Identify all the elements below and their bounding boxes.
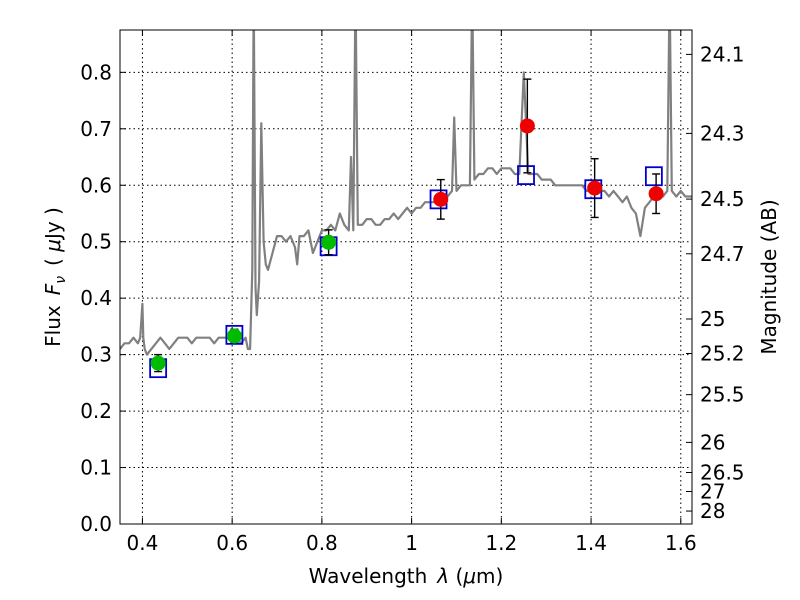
y2-tick-label: 27: [700, 480, 725, 504]
nir-point: [648, 186, 664, 202]
model-box-marker: [517, 165, 535, 185]
y2-tick-label: 24.5: [700, 187, 745, 211]
model-box-marker: [225, 324, 244, 345]
y2-tick-label: 26.5: [700, 461, 745, 485]
nir-point: [519, 118, 535, 134]
y2-tick-label: 25.5: [700, 383, 745, 407]
y-tick-label: 0.5: [80, 230, 112, 254]
model-box-marker: [644, 166, 663, 187]
y-tick-label: 0.1: [80, 456, 112, 480]
x-axis-label: Wavelength λ (μm): [309, 564, 504, 588]
x-tick-label: 1.2: [485, 531, 517, 555]
optical-point: [321, 234, 337, 250]
x-tick-label: 1.6: [665, 531, 697, 555]
y-tick-label: 0.8: [80, 60, 112, 84]
y-tick-label: 0.6: [80, 173, 112, 197]
y2-tick-label: 25.2: [700, 341, 745, 365]
y2-axis-label: Magnitude (AB): [757, 199, 781, 354]
y-axis-label: FluxFν( μJy ): [41, 207, 69, 347]
plot-area: [120, 30, 692, 524]
y2-tick-label: 26: [700, 430, 725, 454]
y-tick-label: 0.2: [80, 399, 112, 423]
y2-tick-label: 24.7: [700, 242, 745, 266]
y2-tick-label: 25: [700, 307, 725, 331]
x-tick-label: 1.4: [575, 531, 607, 555]
x-tick-label: 0.6: [216, 531, 248, 555]
plot-frame: [119, 29, 693, 525]
ticks: 0.4 0.6 0.8 1 1.2 1.4 1.6 0.0 0.1 0.2 0.3 0.4 0.5 0.6…: [80, 30, 745, 555]
data-layer: [120, 30, 692, 379]
x-tick-label: 0.4: [127, 531, 159, 555]
nir-point: [587, 180, 603, 196]
x-tick-label: 0.8: [306, 531, 338, 555]
y-tick-label: 0.7: [80, 117, 112, 141]
y-tick-label: 0.3: [80, 343, 112, 367]
optical-point: [150, 355, 166, 371]
x-tick-label: 1: [405, 531, 418, 555]
y-tick-label: 0.0: [80, 512, 112, 536]
y2-tick-label: 28: [700, 499, 725, 523]
optical-point: [226, 328, 242, 344]
y2-tick-label: 24.1: [700, 42, 745, 66]
nir-point: [433, 191, 449, 207]
y-tick-label: 0.4: [80, 286, 112, 310]
y2-tick-label: 24.3: [700, 121, 745, 145]
